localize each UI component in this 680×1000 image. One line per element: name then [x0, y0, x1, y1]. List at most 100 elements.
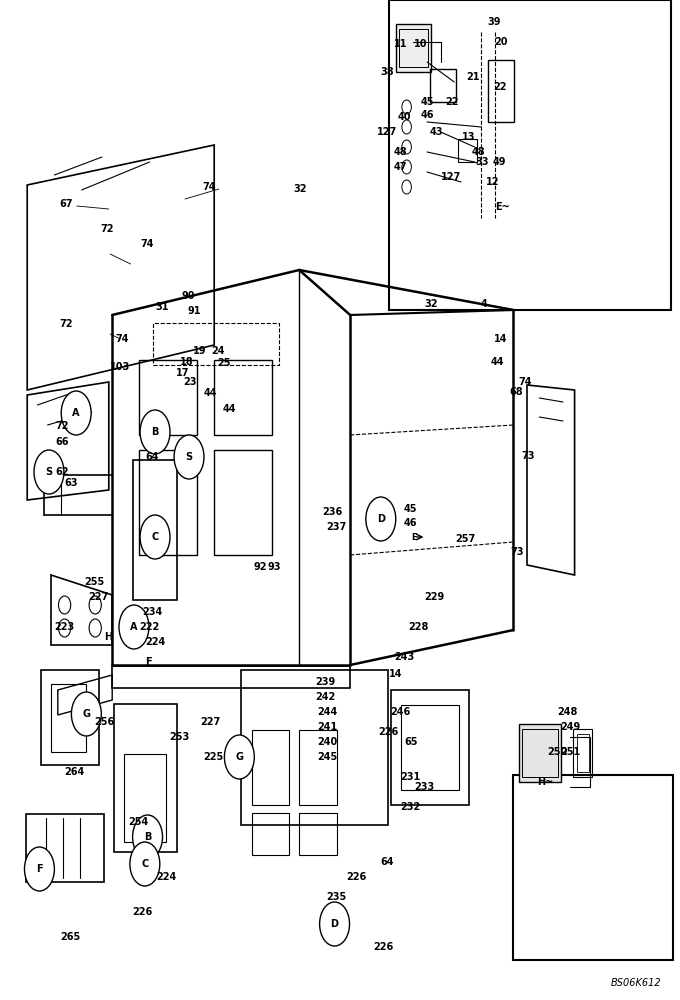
Bar [577, 734, 589, 772]
Text: 91: 91 [187, 306, 201, 316]
Text: 72: 72 [59, 319, 73, 329]
Text: 249: 249 [560, 722, 581, 732]
Text: F: F [36, 864, 43, 874]
Text: 44: 44 [222, 404, 236, 414]
Text: 251: 251 [560, 747, 581, 757]
Text: H~: H~ [537, 777, 554, 787]
Bar [153, 323, 279, 365]
Text: 22: 22 [493, 82, 507, 92]
Bar [401, 705, 459, 790]
Bar [252, 813, 289, 855]
Text: 64: 64 [380, 857, 394, 867]
Text: 224: 224 [146, 637, 166, 647]
Text: 72: 72 [56, 421, 69, 431]
Text: C: C [141, 859, 148, 869]
Text: E~: E~ [495, 202, 510, 212]
Text: 74: 74 [141, 239, 154, 249]
Text: 233: 233 [414, 782, 435, 792]
Text: 241: 241 [317, 722, 337, 732]
Text: 239: 239 [316, 677, 336, 687]
Text: 4: 4 [481, 299, 488, 309]
Text: 73: 73 [510, 547, 524, 557]
Text: 74: 74 [518, 377, 532, 387]
Circle shape [71, 692, 101, 736]
Bar [396, 24, 431, 72]
Text: 19: 19 [193, 346, 207, 356]
Text: 43: 43 [430, 127, 443, 137]
Text: 14: 14 [494, 334, 508, 344]
Text: G: G [82, 709, 90, 719]
Text: A: A [72, 408, 80, 418]
Text: 222: 222 [139, 622, 159, 632]
Text: 232: 232 [401, 802, 421, 812]
Text: 46: 46 [404, 518, 418, 528]
Text: 45: 45 [404, 504, 418, 514]
Text: 39: 39 [487, 17, 500, 27]
Text: 40: 40 [397, 112, 411, 122]
Text: 74: 74 [202, 182, 216, 192]
Bar [139, 450, 197, 555]
Text: 245: 245 [317, 752, 337, 762]
Text: 68: 68 [509, 387, 523, 397]
Bar [399, 29, 428, 67]
Text: 243: 243 [394, 652, 415, 662]
Text: 236: 236 [322, 507, 343, 517]
Bar [41, 670, 99, 765]
Circle shape [119, 605, 149, 649]
Text: 20: 20 [494, 37, 508, 47]
Text: 12: 12 [486, 177, 499, 187]
Text: 255: 255 [84, 577, 105, 587]
Text: 63: 63 [64, 478, 78, 488]
Text: 38: 38 [380, 67, 394, 77]
Text: G: G [235, 752, 243, 762]
Text: 48: 48 [472, 147, 486, 157]
Text: 62: 62 [56, 467, 69, 477]
Text: 44: 44 [204, 388, 218, 398]
Bar [114, 704, 177, 852]
Text: 226: 226 [346, 872, 367, 882]
Text: 227: 227 [200, 717, 220, 727]
Text: 265: 265 [61, 932, 81, 942]
Bar [133, 460, 177, 600]
Text: 90: 90 [182, 291, 195, 301]
Bar [299, 730, 337, 805]
Bar [241, 670, 388, 825]
Text: 254: 254 [129, 817, 149, 827]
Bar [139, 360, 197, 435]
Text: 32: 32 [294, 184, 307, 194]
Text: A: A [130, 622, 138, 632]
Circle shape [61, 391, 91, 435]
Circle shape [174, 435, 204, 479]
Bar [252, 730, 289, 805]
Circle shape [130, 842, 160, 886]
Text: 228: 228 [408, 622, 428, 632]
Bar [488, 60, 514, 122]
Text: 13: 13 [462, 132, 475, 142]
Bar [26, 814, 104, 882]
Text: 72: 72 [100, 224, 114, 234]
Text: 10: 10 [414, 39, 428, 49]
Text: 250: 250 [547, 747, 567, 757]
Text: 93: 93 [268, 562, 282, 572]
Text: 226: 226 [132, 907, 152, 917]
Text: 224: 224 [156, 872, 176, 882]
Text: 18: 18 [180, 357, 193, 367]
Text: H: H [104, 632, 112, 642]
Text: 66: 66 [56, 437, 69, 447]
Bar [51, 684, 86, 752]
Text: 31: 31 [156, 302, 169, 312]
Text: 74: 74 [116, 334, 129, 344]
Text: 46: 46 [421, 110, 435, 120]
Text: 244: 244 [317, 707, 337, 717]
Text: 226: 226 [378, 727, 398, 737]
Text: S: S [186, 452, 192, 462]
Text: 14: 14 [389, 669, 403, 679]
Text: 64: 64 [146, 452, 159, 462]
Circle shape [140, 515, 170, 559]
Text: 92: 92 [253, 562, 267, 572]
Bar [391, 690, 469, 805]
Bar [430, 69, 456, 102]
Text: 48: 48 [394, 147, 407, 157]
Text: S: S [46, 467, 52, 477]
Text: 33: 33 [475, 157, 489, 167]
